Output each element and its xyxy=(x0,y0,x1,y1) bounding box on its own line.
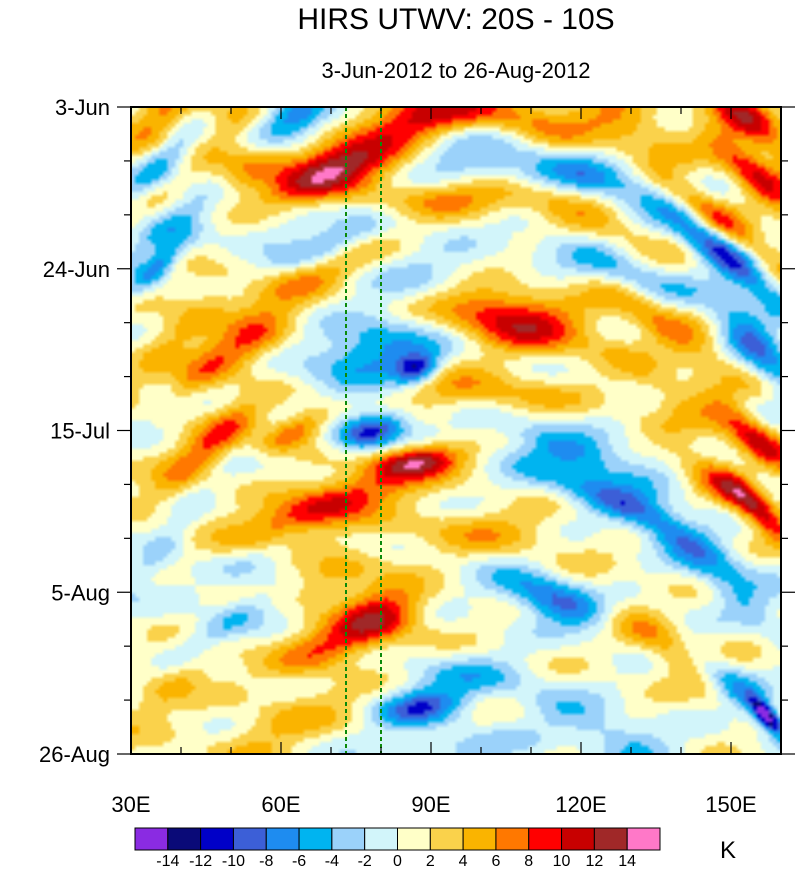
y-tick-label: 5-Aug xyxy=(51,580,110,605)
colorbar-swatch xyxy=(462,827,497,851)
colorbar-swatch xyxy=(561,827,595,851)
x-tick-label: 30E xyxy=(111,792,150,817)
plot-area xyxy=(131,107,781,754)
x-tick-label: 150E xyxy=(705,792,756,817)
reference-lines xyxy=(345,107,382,754)
colorbar-swatch xyxy=(626,827,661,851)
colorbar-swatch xyxy=(265,827,300,851)
colorbar-label: -14 xyxy=(156,853,179,869)
colorbar-label: 4 xyxy=(459,853,468,869)
colorbar-swatch xyxy=(593,827,628,851)
x-tick-label: 90E xyxy=(411,792,450,817)
colorbar-label: -8 xyxy=(259,853,273,869)
x-tick-label: 120E xyxy=(555,792,606,817)
colorbar-label: -6 xyxy=(292,853,306,869)
x-tick-label: 60E xyxy=(261,792,300,817)
colorbar-label: -12 xyxy=(189,853,212,869)
chart-subtitle: 3-Jun-2012 to 26-Aug-2012 xyxy=(321,58,590,83)
colorbar-unit: K xyxy=(720,837,736,864)
colorbar-swatch xyxy=(528,827,563,851)
axis-ticks xyxy=(117,106,795,755)
colorbar-swatch xyxy=(200,827,234,851)
colorbar-label: 10 xyxy=(553,853,571,869)
colorbar-swatch xyxy=(232,827,267,851)
chart-title: HIRS UTWV: 20S - 10S xyxy=(297,3,614,36)
colorbar-label: -4 xyxy=(325,853,339,869)
colorbar-label: -2 xyxy=(358,853,372,869)
colorbar: -14 -12 -10 -8 -6 -4 -2 0 2 4 6 8 10 12 14 xyxy=(134,827,661,869)
colorbar-swatch xyxy=(429,827,464,851)
y-tick-label: 15-Jul xyxy=(50,419,110,444)
colorbar-swatch xyxy=(364,827,398,851)
colorbar-label: 12 xyxy=(585,853,603,869)
colorbar-swatch xyxy=(134,827,169,851)
colorbar-label: 14 xyxy=(618,853,636,869)
colorbar-swatch xyxy=(331,827,366,851)
colorbar-label: 2 xyxy=(426,853,435,869)
y-tick-label: 3-Jun xyxy=(55,95,110,120)
colorbar-label: 8 xyxy=(524,853,533,869)
y-tick-label: 24-Jun xyxy=(43,257,110,282)
colorbar-swatch xyxy=(167,827,202,851)
colorbar-swatch xyxy=(495,827,530,851)
anomaly-field xyxy=(131,107,781,754)
y-tick-label: 26-Aug xyxy=(39,742,110,767)
colorbar-label: -10 xyxy=(222,853,245,869)
colorbar-swatch xyxy=(397,827,431,851)
colorbar-swatch xyxy=(298,827,333,851)
colorbar-label: 0 xyxy=(393,853,402,869)
colorbar-label: 6 xyxy=(491,853,500,869)
axis-tick-labels: 30E 60E 90E 120E 150E 3-Jun 24-Jun 15-Jul 5-Aug 2… xyxy=(39,95,757,817)
